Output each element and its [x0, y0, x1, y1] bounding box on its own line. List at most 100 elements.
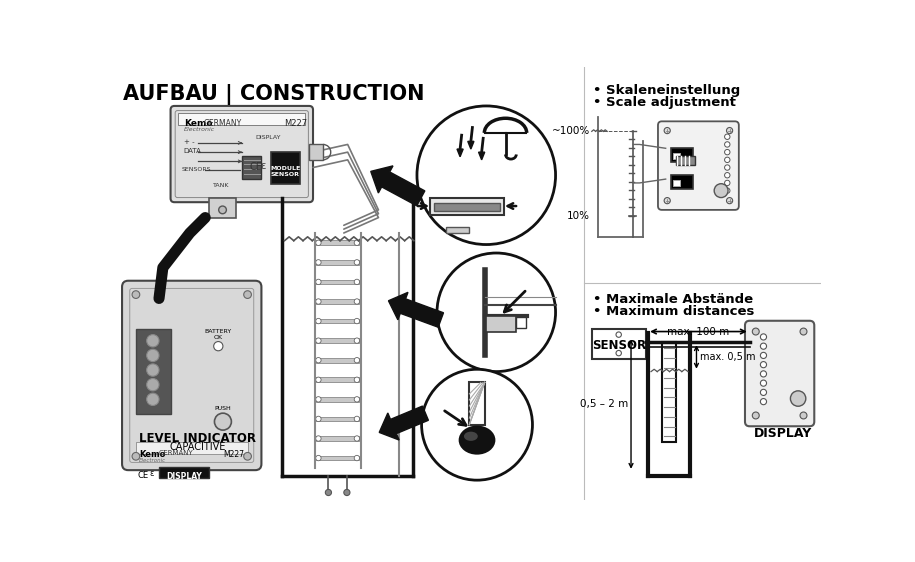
- Text: CE: CE: [137, 471, 148, 480]
- Text: 0,5 – 2 m: 0,5 – 2 m: [580, 400, 629, 409]
- Bar: [271, 152, 300, 184]
- Bar: [316, 358, 360, 362]
- Text: SENSOR: SENSOR: [592, 339, 646, 352]
- Circle shape: [760, 343, 767, 349]
- Circle shape: [760, 361, 767, 368]
- Text: + -: + -: [184, 139, 194, 145]
- Bar: [242, 156, 262, 179]
- Text: • Maximale Abstände: • Maximale Abstände: [593, 293, 753, 306]
- Bar: [592, 329, 646, 359]
- Text: • Skaleneinstellung: • Skaleneinstellung: [593, 84, 739, 97]
- Circle shape: [354, 436, 360, 441]
- Text: DISPLAY: DISPLAY: [255, 135, 281, 140]
- Circle shape: [316, 260, 321, 265]
- Bar: [430, 198, 503, 215]
- FancyArrow shape: [371, 166, 425, 206]
- Circle shape: [800, 412, 807, 419]
- Bar: [316, 456, 360, 460]
- Circle shape: [354, 338, 360, 343]
- Bar: [671, 175, 693, 189]
- Bar: [316, 436, 360, 441]
- Circle shape: [760, 371, 767, 377]
- Text: OK: OK: [214, 336, 223, 341]
- Circle shape: [725, 142, 730, 147]
- Circle shape: [146, 393, 159, 405]
- Bar: [316, 241, 360, 245]
- Bar: [316, 280, 360, 284]
- Text: LEVEL INDICATOR: LEVEL INDICATOR: [139, 432, 256, 445]
- Text: PUSH: PUSH: [214, 406, 231, 411]
- Circle shape: [316, 377, 321, 383]
- Bar: [316, 319, 360, 323]
- Circle shape: [316, 299, 321, 304]
- Circle shape: [316, 357, 321, 363]
- Circle shape: [760, 389, 767, 396]
- Bar: [316, 338, 360, 343]
- Circle shape: [219, 206, 226, 214]
- Circle shape: [725, 188, 730, 193]
- Polygon shape: [457, 149, 463, 157]
- Text: • Maximum distances: • Maximum distances: [593, 305, 754, 318]
- Circle shape: [354, 455, 360, 461]
- Bar: [435, 203, 500, 211]
- Circle shape: [146, 364, 159, 376]
- Circle shape: [354, 357, 360, 363]
- Text: SENSORS: SENSORS: [182, 167, 211, 172]
- Circle shape: [316, 455, 321, 461]
- Circle shape: [727, 198, 733, 204]
- Circle shape: [354, 416, 360, 422]
- Circle shape: [316, 436, 321, 441]
- Circle shape: [354, 377, 360, 383]
- Text: CE: CE: [250, 162, 263, 172]
- Text: DISPLAY: DISPLAY: [754, 428, 813, 441]
- Circle shape: [354, 240, 360, 246]
- Bar: [136, 329, 170, 414]
- Circle shape: [146, 379, 159, 391]
- Text: • Scale adjustment: • Scale adjustment: [593, 96, 736, 109]
- FancyArrow shape: [379, 406, 428, 440]
- Circle shape: [316, 397, 321, 402]
- Circle shape: [344, 490, 350, 496]
- Circle shape: [664, 198, 671, 204]
- Circle shape: [417, 106, 555, 244]
- Circle shape: [354, 279, 360, 284]
- Circle shape: [146, 334, 159, 347]
- Text: Kemo: Kemo: [184, 119, 212, 128]
- Circle shape: [791, 391, 806, 406]
- Bar: [316, 378, 360, 382]
- Text: BATTERY: BATTERY: [205, 329, 231, 334]
- Circle shape: [326, 490, 331, 496]
- Text: max. 100 m: max. 100 m: [666, 327, 728, 337]
- Bar: [469, 382, 485, 425]
- Circle shape: [132, 452, 140, 460]
- Text: AUFBAU | CONSTRUCTION: AUFBAU | CONSTRUCTION: [123, 84, 425, 106]
- Circle shape: [715, 184, 728, 198]
- Text: 10%: 10%: [567, 211, 590, 221]
- Bar: [486, 316, 515, 332]
- Text: ~100%: ~100%: [552, 126, 590, 137]
- Text: Electronic: Electronic: [139, 458, 167, 463]
- Text: ℇ: ℇ: [150, 471, 154, 477]
- Circle shape: [422, 369, 533, 480]
- Text: Kemo: Kemo: [139, 450, 166, 459]
- Circle shape: [214, 413, 231, 430]
- Circle shape: [316, 240, 321, 246]
- Text: M227: M227: [223, 450, 244, 459]
- Circle shape: [616, 351, 621, 356]
- Circle shape: [243, 291, 252, 298]
- Text: SENSOR: SENSOR: [271, 172, 300, 177]
- Bar: [316, 416, 360, 422]
- Circle shape: [664, 128, 671, 134]
- Circle shape: [760, 352, 767, 359]
- Circle shape: [760, 334, 767, 340]
- Bar: [673, 180, 680, 186]
- Circle shape: [316, 416, 321, 422]
- Circle shape: [354, 397, 360, 402]
- Bar: [209, 198, 236, 217]
- Bar: [515, 317, 526, 328]
- Circle shape: [354, 318, 360, 324]
- Text: DISPLAY: DISPLAY: [166, 473, 201, 482]
- Circle shape: [316, 318, 321, 324]
- Circle shape: [616, 332, 621, 337]
- FancyBboxPatch shape: [658, 121, 738, 210]
